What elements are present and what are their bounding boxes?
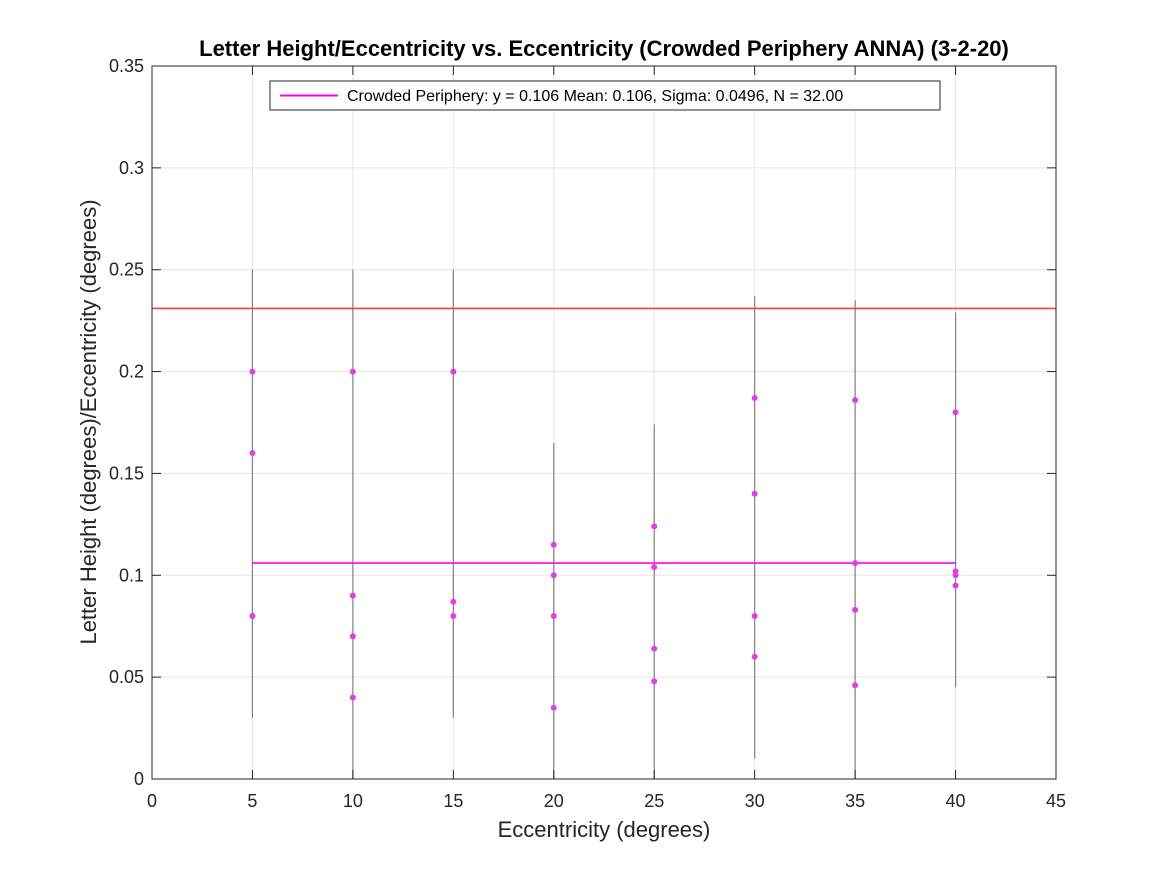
plot-area	[152, 66, 1056, 779]
y-tick-label: 0.25	[109, 260, 144, 280]
data-point	[450, 613, 457, 620]
data-point	[651, 523, 658, 530]
y-tick-label: 0	[134, 769, 144, 789]
data-point	[349, 694, 356, 701]
data-point	[651, 645, 658, 652]
x-tick-label: 10	[343, 791, 363, 811]
y-tick-labels: 0 0.05 0.1 0.15 0.2 0.25 0.3 0.35	[109, 56, 144, 789]
data-point	[349, 368, 356, 375]
legend-label: Crowded Periphery: y = 0.106 Mean: 0.106…	[347, 88, 843, 105]
data-point	[450, 598, 457, 605]
data-point	[249, 613, 256, 620]
error-bars	[251, 269, 957, 779]
data-point	[550, 572, 557, 579]
data-point	[349, 633, 356, 640]
data-point	[751, 395, 758, 402]
data-point	[651, 678, 658, 685]
x-tick-labels: 0 5 10 15 20 25 30 35 40 45	[147, 791, 1066, 811]
data-point	[852, 682, 859, 689]
y-axis-label: Letter Height (degrees)/Eccentricity (de…	[76, 199, 101, 644]
plot-frame	[151, 65, 1057, 780]
x-tick-label: 20	[544, 791, 564, 811]
y-tick-label: 0.05	[109, 667, 144, 687]
data-point	[952, 582, 959, 589]
data-point	[751, 653, 758, 660]
data-point	[550, 613, 557, 620]
data-point	[852, 606, 859, 613]
data-point	[550, 541, 557, 548]
x-tick-label: 5	[247, 791, 257, 811]
data-point	[952, 572, 959, 579]
data-point	[852, 560, 859, 567]
x-tick-label: 0	[147, 791, 157, 811]
y-tick-label: 0.1	[119, 565, 144, 585]
x-tick-label: 25	[644, 791, 664, 811]
data-point	[852, 397, 859, 404]
y-tick-label: 0.2	[119, 362, 144, 382]
x-tick-label: 45	[1046, 791, 1066, 811]
data-point	[249, 450, 256, 457]
legend: Crowded Periphery: y = 0.106 Mean: 0.106…	[269, 80, 941, 111]
data-point	[952, 409, 959, 416]
y-tick-label: 0.15	[109, 463, 144, 483]
legend-box	[269, 80, 941, 111]
data-point	[349, 592, 356, 599]
data-point	[651, 564, 658, 571]
data-point	[450, 368, 457, 375]
x-axis-label: Eccentricity (degrees)	[498, 817, 711, 842]
data-point	[249, 368, 256, 375]
data-point	[751, 490, 758, 497]
y-tick-label: 0.35	[109, 56, 144, 76]
data-points	[249, 368, 959, 711]
x-tick-label: 40	[946, 791, 966, 811]
data-point	[751, 613, 758, 620]
x-tick-label: 35	[845, 791, 865, 811]
axis-ticks	[151, 65, 1057, 780]
data-point	[550, 704, 557, 711]
chart-title: Letter Height/Eccentricity vs. Eccentric…	[199, 36, 1009, 61]
x-tick-label: 30	[745, 791, 765, 811]
y-tick-label: 0.3	[119, 158, 144, 178]
x-tick-label: 15	[443, 791, 463, 811]
reference-lines	[152, 307, 1056, 564]
